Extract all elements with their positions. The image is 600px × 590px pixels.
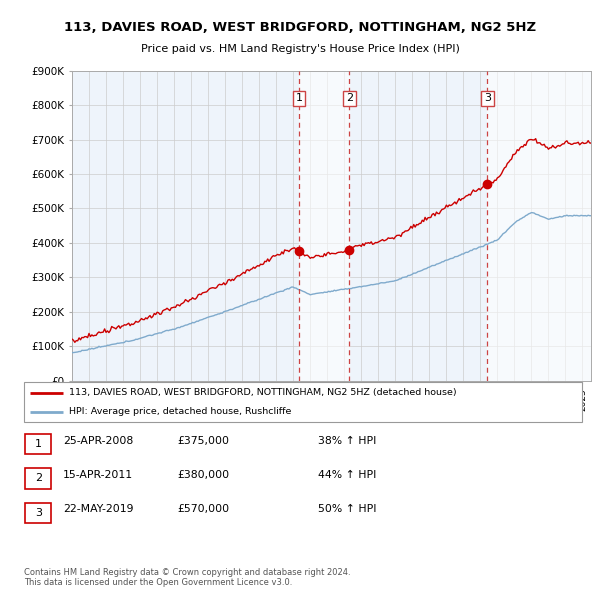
Text: Contains HM Land Registry data © Crown copyright and database right 2024.
This d: Contains HM Land Registry data © Crown c…: [24, 568, 350, 587]
Text: 3: 3: [35, 508, 42, 517]
Text: 22-MAY-2019: 22-MAY-2019: [63, 504, 133, 514]
Text: 50% ↑ HPI: 50% ↑ HPI: [318, 504, 377, 514]
Text: 2: 2: [35, 474, 42, 483]
Text: 2: 2: [346, 93, 353, 103]
Text: 1: 1: [35, 440, 42, 449]
Text: £375,000: £375,000: [177, 436, 229, 445]
Text: 15-APR-2011: 15-APR-2011: [63, 470, 133, 480]
Text: 44% ↑ HPI: 44% ↑ HPI: [318, 470, 376, 480]
Text: 113, DAVIES ROAD, WEST BRIDGFORD, NOTTINGHAM, NG2 5HZ (detached house): 113, DAVIES ROAD, WEST BRIDGFORD, NOTTIN…: [68, 388, 456, 398]
Text: £570,000: £570,000: [177, 504, 229, 514]
Text: 25-APR-2008: 25-APR-2008: [63, 436, 133, 445]
Text: 113, DAVIES ROAD, WEST BRIDGFORD, NOTTINGHAM, NG2 5HZ: 113, DAVIES ROAD, WEST BRIDGFORD, NOTTIN…: [64, 21, 536, 34]
Bar: [487, 71, 599, 381]
Text: HPI: Average price, detached house, Rushcliffe: HPI: Average price, detached house, Rush…: [68, 407, 291, 417]
Text: 3: 3: [484, 93, 491, 103]
Bar: [299, 71, 349, 381]
Text: 38% ↑ HPI: 38% ↑ HPI: [318, 436, 376, 445]
Text: £380,000: £380,000: [177, 470, 229, 480]
Text: 1: 1: [295, 93, 302, 103]
Text: Price paid vs. HM Land Registry's House Price Index (HPI): Price paid vs. HM Land Registry's House …: [140, 44, 460, 54]
